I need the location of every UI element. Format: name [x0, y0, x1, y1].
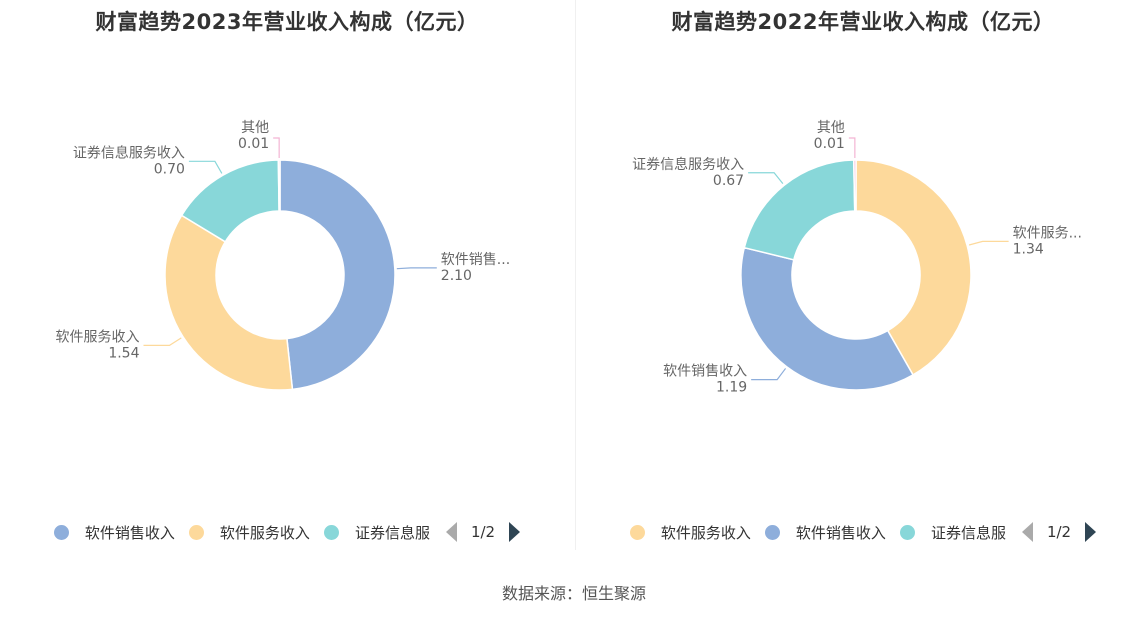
- chart-legend: 软件销售收入 软件服务收入 证券信息服 1/2: [0, 520, 574, 544]
- legend-label: 证券信息服: [930, 523, 1006, 542]
- legend-marker: [323, 524, 339, 540]
- legend-pager: 1/2: [1021, 522, 1097, 542]
- legend-label: 软件销售收入: [795, 523, 886, 542]
- pie-slice[interactable]: [852, 159, 857, 212]
- next-page-icon[interactable]: [509, 522, 521, 542]
- label-leader-line: [188, 160, 223, 174]
- legend-item[interactable]: 软件服务收入: [629, 522, 751, 543]
- slice-value-label: 0.01: [238, 136, 269, 152]
- slice-value-label: 1.54: [108, 345, 139, 361]
- slice-name-label: 软件服务收入: [55, 329, 139, 345]
- pie-slice[interactable]: [740, 246, 915, 391]
- prev-page-icon[interactable]: [445, 522, 457, 542]
- prev-page-icon[interactable]: [1021, 522, 1033, 542]
- legend-label: 软件服务收入: [219, 523, 310, 542]
- legend-item[interactable]: 软件服务收入: [188, 522, 310, 543]
- legend-marker: [53, 524, 69, 540]
- label-leader-line: [748, 172, 784, 185]
- legend-pager: 1/2: [445, 522, 521, 542]
- chart-panel-2022: 财富趋势2022年营业收入构成（亿元） 软件服务... 1.34 软件销售收入 1.1…: [576, 0, 1148, 560]
- chart-panel-2023: 财富趋势2023年营业收入构成（亿元） 软件销售... 2.10 软件服务收入 1.5…: [0, 0, 574, 560]
- slice-value-label: 0.01: [814, 136, 845, 152]
- next-page-icon[interactable]: [1085, 522, 1097, 542]
- legend-label: 软件服务收入: [660, 523, 751, 542]
- slice-name-label: 软件销售...: [441, 252, 510, 268]
- slice-value-label: 0.67: [713, 173, 744, 189]
- slice-value-label: 1.34: [1013, 241, 1044, 257]
- pie-slice[interactable]: [279, 159, 396, 391]
- page-indicator: 1/2: [470, 523, 496, 541]
- chart-title: 财富趋势2022年营业收入构成（亿元）: [671, 10, 1055, 34]
- pie-slice[interactable]: [164, 214, 294, 391]
- pie-slice[interactable]: [855, 159, 972, 376]
- label-leader-line: [751, 368, 787, 381]
- legend-label: 软件销售收入: [84, 523, 175, 542]
- slice-name-label: 证券信息服务收入: [73, 144, 185, 161]
- chart-title: 财富趋势2023年营业收入构成（亿元）: [95, 10, 479, 34]
- pie-slice[interactable]: [743, 159, 856, 261]
- slice-name-label: 软件销售收入: [663, 364, 747, 380]
- label-leader-line: [396, 267, 437, 270]
- slice-name-label: 证券信息服务收入: [632, 156, 744, 173]
- slice-value-label: 0.70: [154, 161, 185, 177]
- slice-name-label: 其他: [817, 120, 845, 136]
- legend-label: 证券信息服: [354, 523, 430, 542]
- slice-name-label: 软件服务...: [1013, 225, 1082, 241]
- label-leader-line: [848, 137, 856, 159]
- legend-marker: [764, 524, 780, 540]
- legend-marker: [899, 524, 915, 540]
- data-source-footer: 数据来源：恒生聚源: [501, 584, 646, 603]
- legend-item[interactable]: 软件销售收入: [53, 522, 175, 543]
- page-indicator: 1/2: [1046, 523, 1072, 541]
- pie-slice[interactable]: [277, 159, 281, 212]
- slice-value-label: 2.10: [441, 268, 472, 284]
- label-leader-line: [273, 137, 280, 159]
- legend-item[interactable]: 证券信息服: [323, 522, 430, 543]
- panel-divider: [575, 0, 576, 550]
- legend-item[interactable]: 证券信息服: [899, 522, 1006, 543]
- legend-item[interactable]: 软件销售收入: [764, 522, 886, 543]
- legend-marker: [188, 524, 204, 540]
- label-leader-line: [143, 337, 182, 346]
- chart-legend: 软件服务收入 软件销售收入 证券信息服 1/2: [576, 520, 1148, 544]
- label-leader-line: [968, 240, 1009, 246]
- slice-value-label: 1.19: [716, 380, 747, 396]
- legend-marker: [629, 524, 645, 540]
- slice-name-label: 其他: [241, 120, 269, 136]
